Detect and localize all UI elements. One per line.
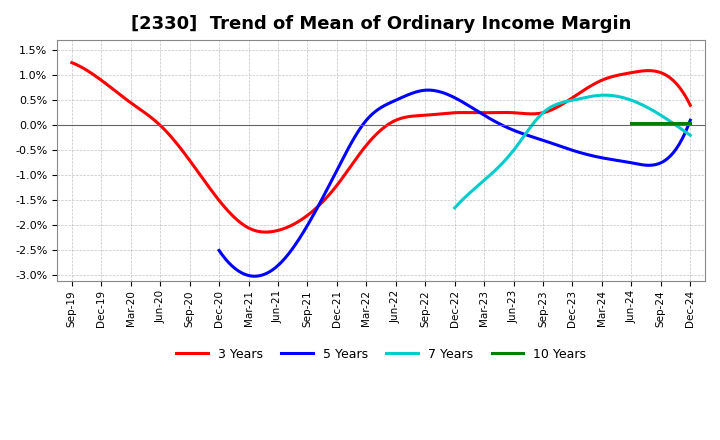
Title: [2330]  Trend of Mean of Ordinary Income Margin: [2330] Trend of Mean of Ordinary Income … <box>131 15 631 33</box>
Legend: 3 Years, 5 Years, 7 Years, 10 Years: 3 Years, 5 Years, 7 Years, 10 Years <box>171 343 591 366</box>
